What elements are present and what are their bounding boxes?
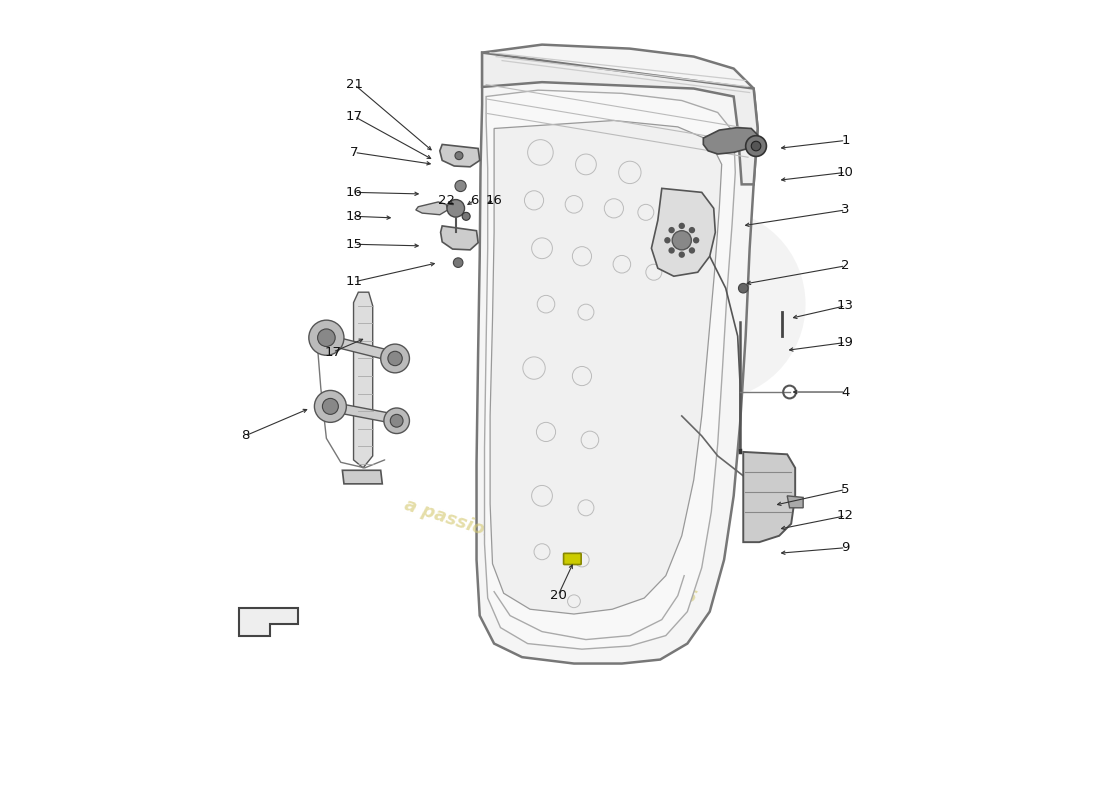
Text: 1: 1	[842, 134, 849, 147]
Circle shape	[614, 208, 805, 400]
Circle shape	[664, 237, 671, 243]
Circle shape	[672, 230, 692, 250]
Circle shape	[318, 329, 336, 346]
Text: 9: 9	[842, 542, 849, 554]
Polygon shape	[744, 452, 795, 542]
Circle shape	[566, 256, 726, 416]
Text: 4: 4	[842, 386, 849, 398]
Polygon shape	[482, 53, 758, 184]
Text: 12: 12	[837, 510, 854, 522]
Circle shape	[455, 152, 463, 160]
Polygon shape	[788, 496, 803, 508]
Text: 15: 15	[345, 238, 363, 250]
Polygon shape	[476, 45, 758, 663]
Polygon shape	[491, 121, 722, 614]
Text: 3: 3	[842, 203, 849, 217]
Circle shape	[384, 408, 409, 434]
Polygon shape	[342, 470, 383, 484]
Text: 16: 16	[345, 186, 363, 199]
Text: 11: 11	[345, 275, 363, 288]
Text: 10: 10	[837, 166, 854, 179]
Text: 17: 17	[324, 346, 341, 358]
Polygon shape	[321, 400, 405, 426]
Polygon shape	[353, 292, 373, 468]
Circle shape	[751, 142, 761, 151]
Text: 17: 17	[345, 110, 363, 123]
FancyBboxPatch shape	[563, 554, 581, 565]
Text: 13: 13	[837, 299, 854, 312]
Circle shape	[390, 414, 403, 427]
Polygon shape	[441, 226, 478, 250]
Circle shape	[315, 390, 346, 422]
Circle shape	[679, 222, 685, 229]
Circle shape	[381, 344, 409, 373]
Polygon shape	[317, 332, 403, 364]
Circle shape	[322, 398, 339, 414]
Text: 18: 18	[345, 210, 363, 223]
Polygon shape	[703, 128, 758, 154]
Text: 22: 22	[438, 194, 454, 207]
Text: 8: 8	[241, 430, 249, 442]
Circle shape	[388, 351, 403, 366]
Text: 2: 2	[842, 259, 849, 272]
Text: 5: 5	[842, 483, 849, 496]
Circle shape	[738, 283, 748, 293]
Text: 20: 20	[550, 589, 566, 602]
Circle shape	[462, 212, 470, 220]
Text: a passion for parts since 1985: a passion for parts since 1985	[402, 496, 698, 608]
Text: 19: 19	[837, 336, 854, 349]
Polygon shape	[440, 145, 480, 167]
Text: 7: 7	[350, 146, 359, 159]
Polygon shape	[416, 202, 448, 214]
Circle shape	[669, 227, 674, 234]
Circle shape	[693, 237, 700, 243]
Circle shape	[447, 199, 464, 217]
Circle shape	[679, 251, 685, 258]
Circle shape	[689, 247, 695, 254]
Text: 21: 21	[345, 78, 363, 91]
Circle shape	[309, 320, 344, 355]
Circle shape	[746, 136, 767, 157]
Circle shape	[669, 247, 674, 254]
Circle shape	[689, 227, 695, 234]
Polygon shape	[651, 188, 715, 276]
Polygon shape	[239, 608, 298, 635]
Polygon shape	[484, 90, 735, 649]
Circle shape	[453, 258, 463, 267]
Text: 16: 16	[486, 194, 503, 207]
Circle shape	[455, 180, 466, 191]
Text: 6: 6	[470, 194, 478, 207]
